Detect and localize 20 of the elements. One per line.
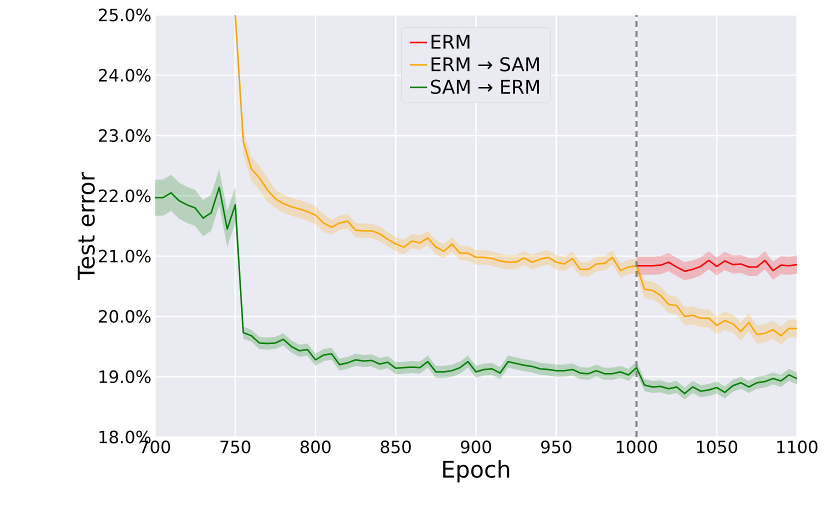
x-tick-label: 1050: [697, 440, 738, 454]
y-tick-label: 23.0%: [98, 129, 151, 142]
y-tick-label: 24.0%: [98, 68, 151, 82]
x-tick-label: 800: [300, 440, 331, 454]
x-axis-title: Epoch: [443, 460, 510, 482]
x-tick-label: 1000: [616, 440, 657, 454]
y-tick-label: 22.0%: [98, 189, 151, 202]
y-tick-label: 20.0%: [98, 310, 151, 323]
y-tick-label: 25.0%: [98, 8, 151, 22]
y-tick-label: 21.0%: [98, 250, 151, 263]
legend-label: ERM: [432, 34, 470, 49]
y-tick-label: 19.0%: [100, 370, 151, 384]
legend-label: SAM → ERM: [431, 80, 539, 94]
x-tick-label: 750: [220, 440, 250, 454]
y-axis-title: Test error: [78, 172, 95, 280]
x-tick-label: 1100: [777, 440, 818, 454]
x-tick-label: 900: [460, 440, 492, 454]
x-tick-label: 950: [541, 440, 572, 454]
x-tick-label: 850: [380, 440, 411, 454]
legend-label: ERM → SAM: [432, 57, 539, 72]
